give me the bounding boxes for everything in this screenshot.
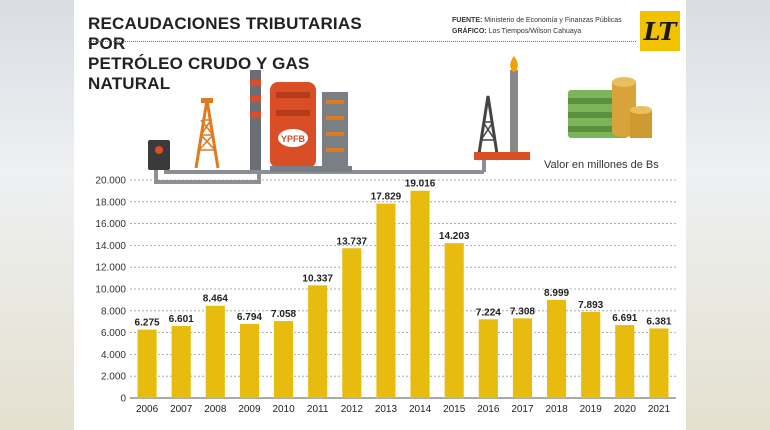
y-tick-label: 10.000 [95,285,126,296]
x-tick-label: 2015 [443,404,466,415]
oil-barrel-icon [148,140,170,170]
credits: FUENTE: Ministerio de Economía y Finanza… [452,15,642,37]
x-tick-label: 2019 [580,404,603,415]
bar [376,203,396,398]
x-tick-label: 2013 [375,404,398,415]
bar [649,328,669,398]
x-tick-label: 2006 [136,404,159,415]
bar-value-label: 8.464 [203,294,228,305]
x-tick-label: 2011 [307,404,329,415]
x-tick-label: 2008 [204,404,227,415]
chart-title-line2: PETRÓLEO CRUDO Y GAS NATURAL [88,54,310,93]
bar [444,243,464,398]
los-tiempos-logo: LT [640,11,680,51]
source-value: Ministerio de Economía y Finanzas Públic… [484,17,622,24]
bar [308,285,328,398]
x-tick-label: 2021 [648,404,671,415]
bar [512,318,532,398]
bar [205,305,225,398]
y-tick-label: 4.000 [101,350,126,361]
bar [342,248,362,398]
bar-value-label: 6.691 [612,313,637,324]
x-tick-label: 2012 [341,404,364,415]
bar-value-label: 14.203 [439,231,470,242]
bar [137,329,157,398]
ypfb-label: YPFB [281,134,306,144]
bar-value-label: 6.601 [169,314,194,325]
graphic-label: GRÁFICO: [452,28,487,35]
money-stack-icon [568,77,652,138]
chart-title-line1: RECAUDACIONES TRIBUTARIAS POR [88,14,362,53]
bar-value-label: 8.999 [544,288,569,299]
background-blur-left [0,0,74,430]
y-tick-label: 14.000 [95,241,126,252]
y-tick-label: 8.000 [101,306,126,317]
title-divider [88,41,636,42]
x-tick-label: 2007 [170,404,193,415]
y-tick-label: 0 [120,394,126,405]
chimney-icon [250,70,261,170]
infographic-card: RECAUDACIONES TRIBUTARIAS POR PETRÓLEO C… [74,0,686,430]
bar-value-label: 6.794 [237,312,262,323]
bar-value-label: 7.224 [476,307,501,318]
bar [615,325,635,398]
bar [171,326,191,398]
chart-subtitle: Valor en millones de Bs [544,159,659,171]
graphic-value: Los Tiempos/Wilson Cahuaya [488,28,582,35]
refinery-icon: YPFB [270,82,352,172]
bar-chart: 0 2.000 4.000 6.000 8.000 10.000 12.000 14.000 1… [95,176,676,415]
y-tick-label: 18.000 [95,197,126,208]
bar [410,190,430,398]
bar-value-label: 6.275 [135,318,160,329]
y-tick-label: 12.000 [95,263,126,274]
y-tick-label: 6.000 [101,328,126,339]
x-tick-label: 2017 [511,404,534,415]
bar-value-label: 7.058 [271,309,296,320]
bar-value-label: 19.016 [405,179,436,190]
bar [239,323,259,398]
y-tick-label: 2.000 [101,372,126,383]
x-tick-label: 2020 [614,404,637,415]
oil-gas-illustration: YPFB [148,56,652,184]
x-tick-label: 2016 [477,404,500,415]
chart-title: RECAUDACIONES TRIBUTARIAS POR PETRÓLEO C… [88,14,388,94]
bar-value-label: 10.337 [302,273,333,284]
bar-value-label: 7.893 [578,300,603,311]
background-blur-right [686,0,770,430]
y-tick-label: 16.000 [95,219,126,230]
gas-derrick-icon [474,56,530,161]
oil-derrick-icon [194,98,220,169]
bar [274,321,294,398]
bar-value-label: 7.308 [510,306,535,317]
x-tick-label: 2010 [272,404,295,415]
bar [581,311,601,398]
bar-value-label: 17.829 [371,192,402,203]
bar-value-label: 6.381 [646,316,671,327]
x-tick-label: 2014 [409,404,432,415]
bar [478,319,498,398]
source-label: FUENTE: [452,17,483,24]
x-tick-label: 2018 [545,404,568,415]
bar-value-label: 13.737 [337,236,368,247]
x-tick-label: 2009 [238,404,261,415]
y-tick-label: 20.000 [95,176,126,187]
bar [547,299,567,398]
